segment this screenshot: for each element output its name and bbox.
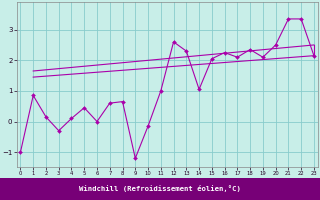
Text: Windchill (Refroidissement éolien,°C): Windchill (Refroidissement éolien,°C) <box>79 186 241 192</box>
